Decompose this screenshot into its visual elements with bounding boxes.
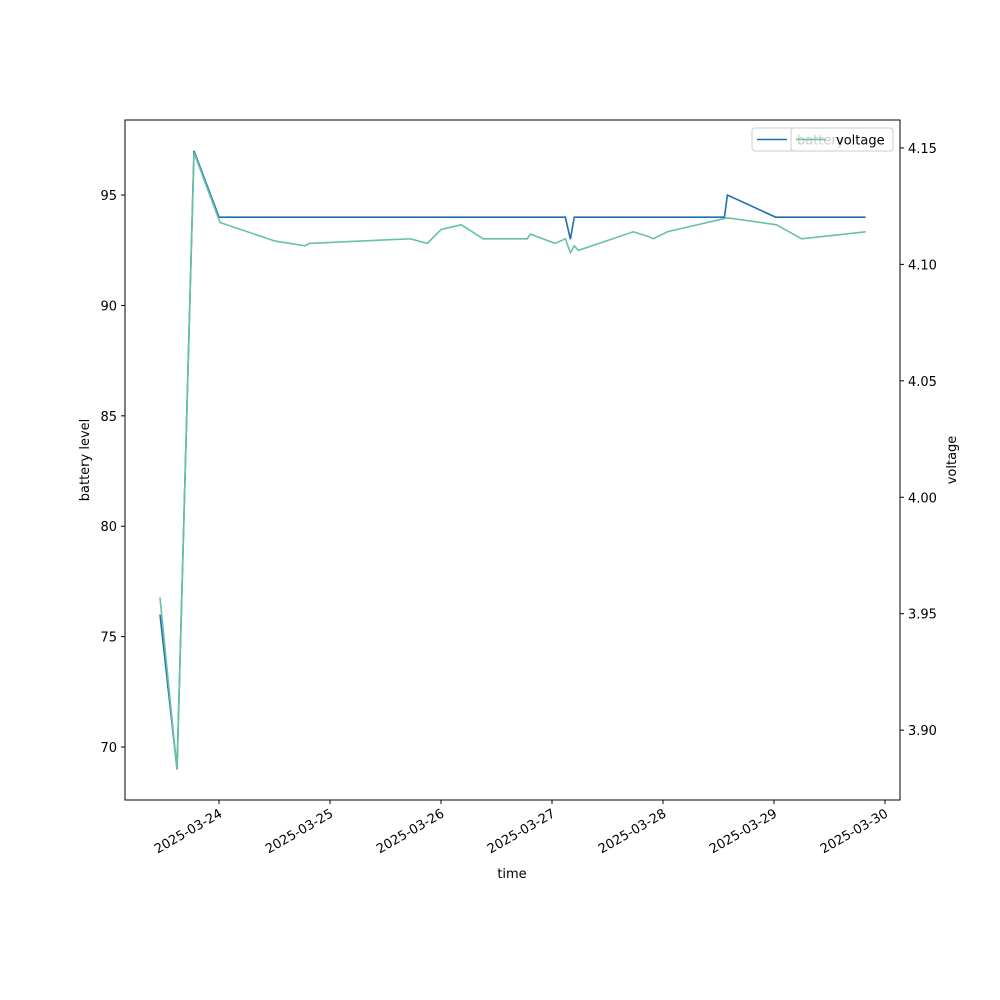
y-tick-label: 75 <box>100 631 117 646</box>
x-tick-label: 2025-03-24 <box>152 806 225 857</box>
y-tick-label: 70 <box>100 741 117 756</box>
data-line <box>159 152 866 770</box>
data-line <box>159 150 866 770</box>
y2-tick-label: 3.90 <box>908 724 937 739</box>
plot-frame <box>124 119 901 801</box>
y2-tick-label: 4.15 <box>908 142 937 157</box>
x-tick-label: 2025-03-25 <box>263 806 336 857</box>
x-tick-label: 2025-03-28 <box>596 806 669 857</box>
y2-tick-label: 4.10 <box>908 258 937 273</box>
x-axis-label: time <box>497 867 526 882</box>
x-tick-label: 2025-03-29 <box>707 806 780 857</box>
legend-box <box>790 127 894 152</box>
y2-tick-label: 4.05 <box>908 375 937 390</box>
y-tick-label: 95 <box>100 189 117 204</box>
x-tick-label: 2025-03-26 <box>374 806 447 857</box>
x-tick-label: 2025-03-27 <box>485 806 558 857</box>
x-tick-label: 2025-03-30 <box>818 806 891 857</box>
y2-axis-label: voltage <box>945 436 960 485</box>
y-tick-label: 85 <box>100 410 117 425</box>
legend-label: voltage <box>836 134 885 149</box>
y2-tick-label: 4.00 <box>908 491 937 506</box>
y2-tick-label: 3.95 <box>908 608 937 623</box>
y-tick-label: 80 <box>100 520 117 535</box>
y-tick-label: 90 <box>100 299 117 314</box>
y-axis-label: battery level <box>78 419 93 502</box>
